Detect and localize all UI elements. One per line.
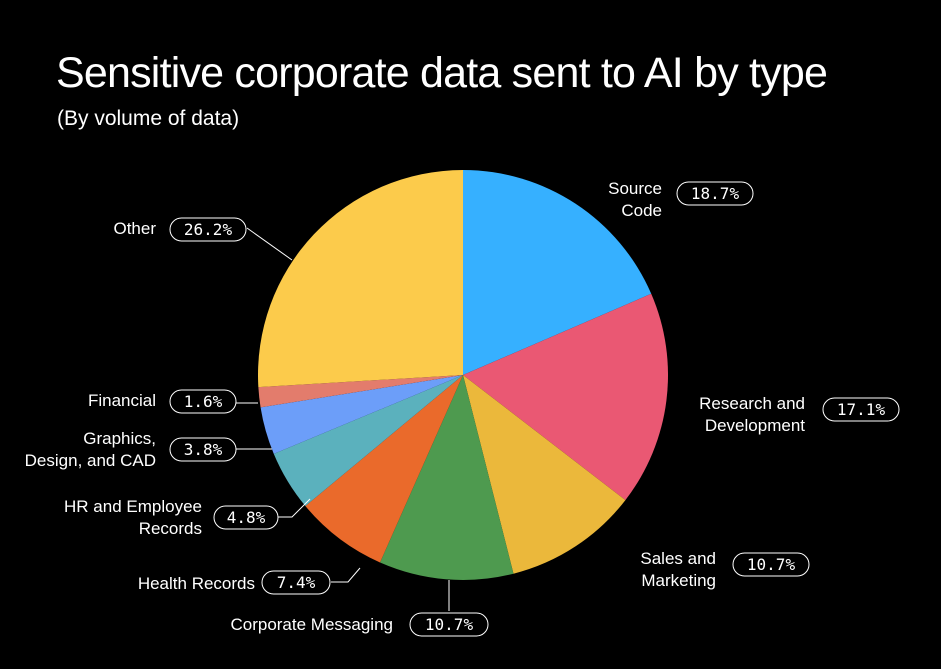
value-label-financial: 1.6% (184, 392, 223, 411)
value-pill-hr-and-employee-records (213, 505, 279, 530)
leader-line-hr-and-employee-records (278, 498, 311, 518)
value-label-graphics-design-and-cad: 3.8% (184, 440, 223, 459)
value-pill-health-records (261, 570, 331, 595)
slice-label-research-and-development: Research and Development (699, 394, 805, 435)
pie-slice-research-and-development (463, 293, 669, 501)
pie-slice-source-code (463, 170, 652, 375)
value-pill-other (169, 217, 247, 242)
value-pill-source-code (676, 181, 754, 206)
value-label-research-and-development: 17.1% (837, 400, 886, 419)
value-pill-sales-and-marketing (732, 552, 810, 577)
value-pill-graphics-design-and-cad (169, 437, 237, 462)
leader-line-health-records (331, 567, 361, 583)
pie-annotations: Source Code 18.7% Research and Development 17… (25, 179, 900, 637)
value-label-sales-and-marketing: 10.7% (747, 555, 796, 574)
chart-subtitle: (By volume of data) (57, 107, 240, 130)
slice-label-graphics-design-and-cad: Graphics, Design, and CAD (25, 429, 156, 470)
slice-label-sales-and-marketing: Sales and Marketing (640, 549, 716, 590)
value-pill-financial (169, 389, 237, 414)
pie-slice-sales-and-marketing (463, 375, 626, 574)
pie-slice-corporate-messaging (380, 375, 514, 581)
slice-label-financial: Financial (88, 391, 156, 410)
slice-label-health-records: Health Records (138, 574, 255, 593)
value-label-health-records: 7.4% (277, 573, 316, 592)
pie-slice-graphics-design-and-cad (260, 375, 463, 454)
pie-slices (258, 170, 669, 581)
value-label-source-code: 18.7% (691, 184, 740, 203)
value-label-corporate-messaging: 10.7% (425, 615, 474, 634)
leader-line-other (246, 227, 293, 261)
value-label-hr-and-employee-records: 4.8% (227, 508, 266, 527)
value-pill-corporate-messaging (409, 612, 489, 637)
value-label-other: 26.2% (184, 220, 233, 239)
pie-slice-health-records (305, 375, 463, 563)
chart-title: Sensitive corporate data sent to AI by t… (56, 49, 828, 97)
pie-slice-other (258, 170, 463, 388)
slice-label-corporate-messaging: Corporate Messaging (230, 615, 393, 634)
value-pill-research-and-development (822, 397, 900, 422)
slice-label-other: Other (113, 219, 156, 238)
pie-slice-financial (258, 375, 463, 408)
slice-label-source-code: Source Code (608, 179, 662, 220)
slice-label-hr-and-employee-records: HR and Employee Records (64, 497, 202, 538)
pie-slice-hr-and-employee-records (273, 375, 463, 507)
